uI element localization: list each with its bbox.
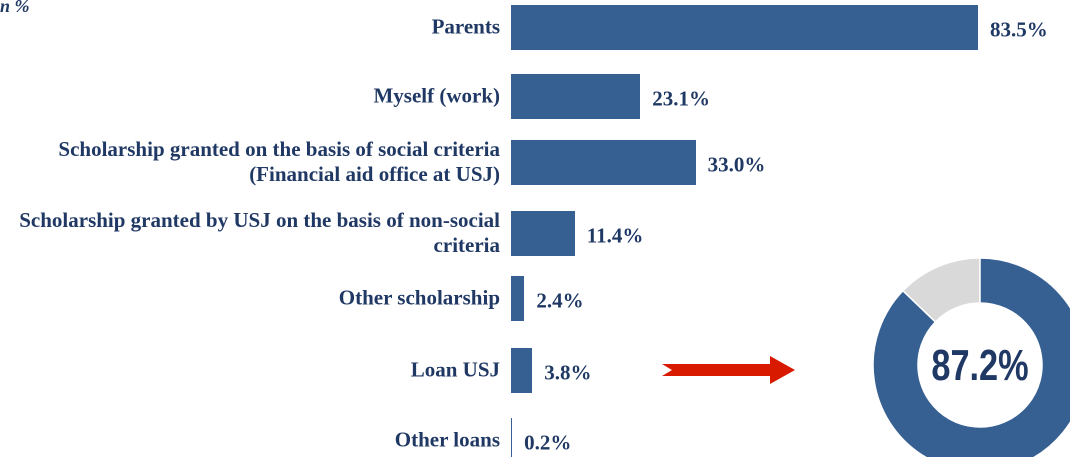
category-label: Scholarship granted on the basis of soci… [58, 137, 500, 186]
bar [511, 210, 575, 256]
bar [511, 73, 641, 119]
value-label: 2.4% [536, 288, 584, 313]
category-label: Other loans [394, 427, 500, 452]
category-label: Myself (work) [373, 83, 500, 108]
value-label: 0.2% [524, 430, 572, 455]
donut-label: 87.2% [931, 341, 1028, 390]
bar [511, 275, 525, 321]
value-label: 3.8% [544, 360, 592, 385]
value-label: 11.4% [586, 223, 644, 248]
category-label: Other scholarship [338, 285, 500, 310]
bar [511, 347, 533, 393]
category-label: Parents [431, 14, 500, 39]
bar [511, 139, 696, 185]
bar [511, 4, 978, 50]
chart-subtitle: n % [0, 0, 30, 16]
value-label: 23.1% [652, 86, 710, 111]
value-label: 83.5% [990, 17, 1048, 42]
category-label: Scholarship granted by USJ on the basis … [19, 208, 500, 257]
category-label: Loan USJ [410, 357, 500, 382]
bar [511, 417, 513, 457]
donut-segment [872, 257, 1070, 457]
arrow [662, 356, 795, 384]
value-label: 33.0% [707, 152, 766, 177]
